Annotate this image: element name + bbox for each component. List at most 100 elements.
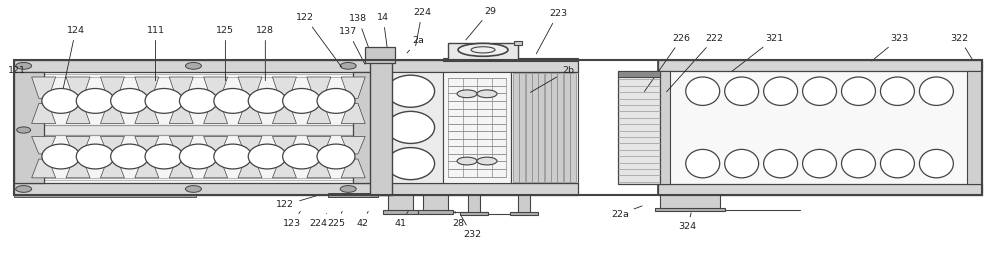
- Text: 122: 122: [296, 13, 342, 67]
- Ellipse shape: [919, 150, 953, 178]
- Text: 225: 225: [327, 211, 345, 228]
- Ellipse shape: [179, 144, 217, 169]
- Bar: [564, 73, 570, 182]
- Bar: [448, 43, 518, 60]
- Bar: [378, 72, 443, 183]
- Polygon shape: [135, 159, 159, 178]
- Text: 111: 111: [146, 26, 164, 81]
- Bar: [328, 193, 378, 197]
- Ellipse shape: [387, 75, 435, 107]
- Polygon shape: [341, 77, 365, 98]
- Text: 2b: 2b: [530, 66, 574, 92]
- Polygon shape: [100, 136, 124, 154]
- Polygon shape: [135, 77, 159, 98]
- Ellipse shape: [919, 77, 953, 106]
- Text: 28: 28: [452, 211, 464, 228]
- Polygon shape: [341, 136, 365, 154]
- Bar: [14, 60, 378, 72]
- Ellipse shape: [42, 144, 80, 169]
- Text: 224: 224: [309, 213, 327, 228]
- Polygon shape: [66, 159, 90, 178]
- Bar: [526, 73, 532, 182]
- Ellipse shape: [283, 144, 321, 169]
- Ellipse shape: [764, 150, 798, 178]
- Bar: [370, 60, 392, 195]
- Polygon shape: [238, 77, 262, 98]
- Text: 232: 232: [461, 217, 481, 239]
- Polygon shape: [272, 136, 296, 154]
- Polygon shape: [66, 136, 90, 154]
- Polygon shape: [169, 136, 193, 154]
- Polygon shape: [204, 103, 228, 124]
- Polygon shape: [169, 103, 193, 124]
- Polygon shape: [341, 159, 365, 178]
- Ellipse shape: [686, 77, 720, 106]
- Polygon shape: [272, 103, 296, 124]
- Ellipse shape: [803, 150, 837, 178]
- Bar: [660, 195, 720, 209]
- Bar: [668, 63, 972, 192]
- Bar: [14, 183, 378, 195]
- Polygon shape: [341, 103, 365, 124]
- Text: 2a: 2a: [407, 36, 424, 53]
- Bar: [658, 60, 982, 195]
- Bar: [519, 73, 525, 182]
- Bar: [443, 58, 578, 61]
- Ellipse shape: [842, 150, 875, 178]
- Polygon shape: [135, 136, 159, 154]
- Ellipse shape: [145, 88, 183, 113]
- Text: 124: 124: [63, 26, 85, 88]
- Polygon shape: [238, 103, 262, 124]
- Polygon shape: [307, 77, 331, 98]
- Ellipse shape: [725, 150, 759, 178]
- Text: 323: 323: [872, 34, 909, 61]
- Text: 138: 138: [349, 14, 371, 55]
- Ellipse shape: [317, 144, 355, 169]
- Ellipse shape: [880, 77, 914, 106]
- Ellipse shape: [76, 144, 114, 169]
- Text: 223: 223: [536, 9, 567, 54]
- Ellipse shape: [457, 157, 477, 165]
- Bar: [365, 47, 395, 63]
- Polygon shape: [204, 77, 228, 98]
- Ellipse shape: [42, 88, 80, 113]
- Bar: [658, 70, 670, 184]
- Ellipse shape: [457, 90, 477, 98]
- Bar: [14, 194, 196, 197]
- Polygon shape: [272, 159, 296, 178]
- Bar: [514, 41, 522, 45]
- Bar: [545, 73, 551, 182]
- Ellipse shape: [458, 43, 508, 56]
- Text: 121: 121: [8, 66, 26, 75]
- Text: 222: 222: [667, 34, 724, 92]
- Bar: [570, 73, 576, 182]
- Polygon shape: [204, 159, 228, 178]
- Ellipse shape: [185, 62, 201, 69]
- Bar: [423, 195, 448, 211]
- Bar: [967, 70, 982, 184]
- Bar: [518, 195, 530, 213]
- Bar: [14, 125, 378, 135]
- Ellipse shape: [76, 88, 114, 113]
- Bar: [378, 60, 578, 195]
- Polygon shape: [100, 77, 124, 98]
- Ellipse shape: [283, 88, 321, 113]
- Bar: [532, 73, 538, 182]
- Text: 324: 324: [679, 213, 697, 231]
- Bar: [418, 210, 453, 214]
- Bar: [383, 210, 418, 214]
- Text: 123: 123: [283, 211, 301, 228]
- Polygon shape: [100, 103, 124, 124]
- Bar: [655, 208, 725, 211]
- Bar: [511, 72, 578, 183]
- Polygon shape: [169, 77, 193, 98]
- Ellipse shape: [387, 111, 435, 144]
- Polygon shape: [307, 103, 331, 124]
- Ellipse shape: [477, 157, 497, 165]
- Text: 29: 29: [466, 6, 496, 40]
- Text: 14: 14: [377, 13, 389, 52]
- Text: 224: 224: [413, 8, 431, 46]
- Bar: [538, 73, 544, 182]
- Ellipse shape: [317, 88, 355, 113]
- Bar: [14, 72, 44, 183]
